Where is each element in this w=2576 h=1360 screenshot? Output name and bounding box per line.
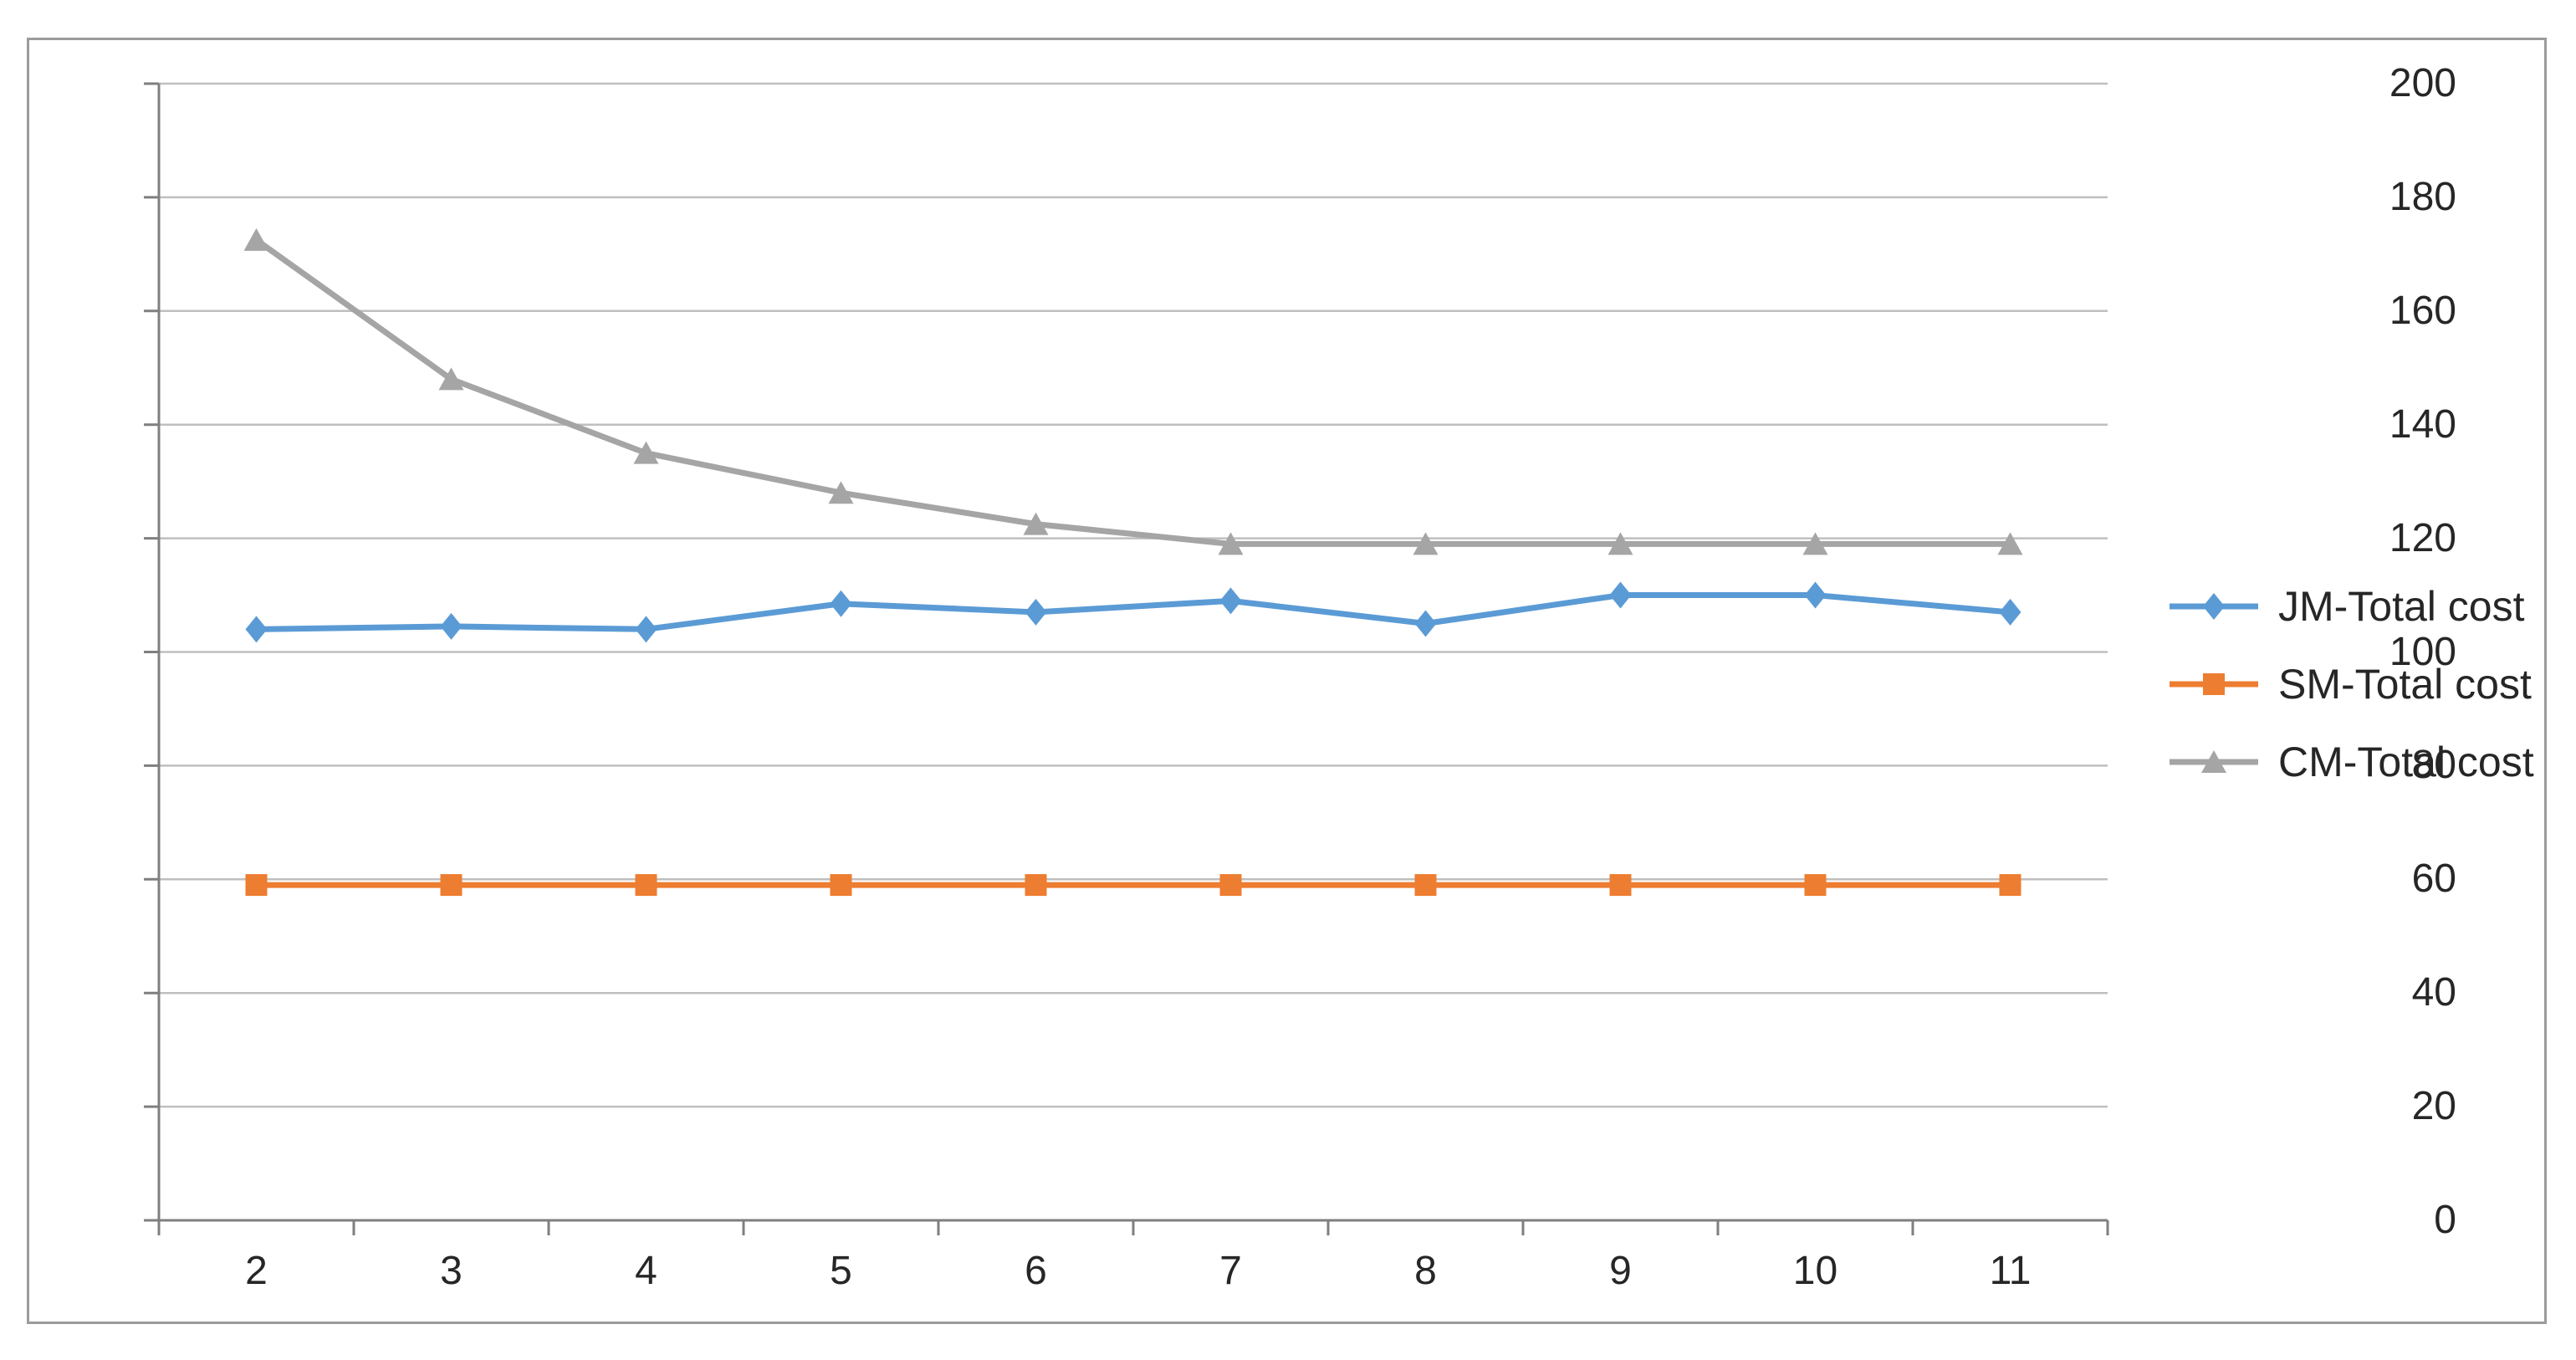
triangle-marker (2201, 750, 2226, 773)
triangle-marker (1413, 532, 1439, 555)
legend-item-cm-total-cost: CM-Total cost (2168, 735, 2534, 789)
triangle-marker (1023, 512, 1049, 535)
chart-border-frame (27, 38, 2547, 1324)
triangle-marker (243, 228, 269, 251)
legend-item-sm-total-cost: SM-Total cost (2168, 657, 2532, 711)
y-tick-label: 180 (2389, 174, 2456, 219)
x-tick-label: 8 (1414, 1249, 1437, 1293)
x-tick-label: 9 (1609, 1249, 1632, 1293)
square-marker (440, 874, 463, 897)
square-marker (830, 874, 852, 897)
y-tick-label: 20 (2411, 1084, 2456, 1129)
square-marker (1414, 874, 1437, 897)
diamond-marker (1219, 587, 1242, 615)
triangle-marker (828, 481, 854, 504)
triangle-marker (1607, 532, 1633, 555)
y-tick-label: 100 (2389, 629, 2456, 674)
x-tick-label: 3 (440, 1249, 463, 1293)
diamond-marker (1999, 598, 2021, 626)
diamond-marker (245, 616, 268, 643)
diamond-marker (635, 616, 657, 643)
diamond-marker (2203, 593, 2225, 620)
diamond-marker (1025, 598, 1047, 626)
legend-key-icon (2170, 673, 2258, 695)
square-marker (245, 874, 268, 897)
y-tick-label: 140 (2389, 401, 2456, 447)
square-marker (2203, 673, 2225, 695)
square-marker (1025, 874, 1047, 897)
y-tick-label: 60 (2411, 856, 2456, 902)
y-tick-label: 160 (2389, 288, 2456, 333)
triangle-marker (633, 441, 659, 464)
legend-item-jm-total-cost: JM-Total cost (2168, 580, 2525, 633)
triangle-marker (1997, 532, 2023, 555)
triangle-marker (1218, 532, 1244, 555)
y-tick-label: 120 (2389, 515, 2456, 560)
square-marker (1219, 874, 1242, 897)
diamond-marker (440, 612, 463, 640)
x-tick-label: 2 (245, 1249, 268, 1293)
square-marker (635, 874, 657, 897)
x-tick-label: 11 (1989, 1249, 2032, 1293)
x-tick-label: 10 (1792, 1249, 1838, 1293)
diamond-marker (1609, 581, 1632, 609)
y-tick-label: 40 (2411, 970, 2456, 1015)
square-marker (1804, 874, 1827, 897)
series-line-cm-total-cost (254, 238, 2011, 547)
diamond-marker (830, 590, 852, 617)
triangle-marker (1802, 532, 1828, 555)
legend-key-icon (2170, 750, 2258, 773)
square-marker (1609, 874, 1632, 897)
y-tick-label: 80 (2411, 743, 2456, 788)
series-line-jm-total-cost (256, 592, 2011, 632)
triangle-marker (438, 367, 464, 391)
legend-label: SM-Total cost (2278, 661, 2532, 708)
diamond-marker (1414, 610, 1437, 637)
x-tick-label: 6 (1025, 1249, 1047, 1293)
square-marker (1999, 874, 2021, 897)
y-tick-label: 200 (2389, 61, 2456, 105)
x-tick-label: 5 (830, 1249, 852, 1293)
x-tick-label: 4 (635, 1249, 657, 1293)
legend-label: JM-Total cost (2278, 583, 2525, 630)
y-tick-label: 0 (2434, 1198, 2456, 1242)
legend-label: CM-Total cost (2278, 739, 2534, 785)
legend-key-icon (2170, 593, 2258, 620)
diamond-marker (1804, 581, 1827, 609)
x-tick-label: 7 (1219, 1249, 1242, 1293)
